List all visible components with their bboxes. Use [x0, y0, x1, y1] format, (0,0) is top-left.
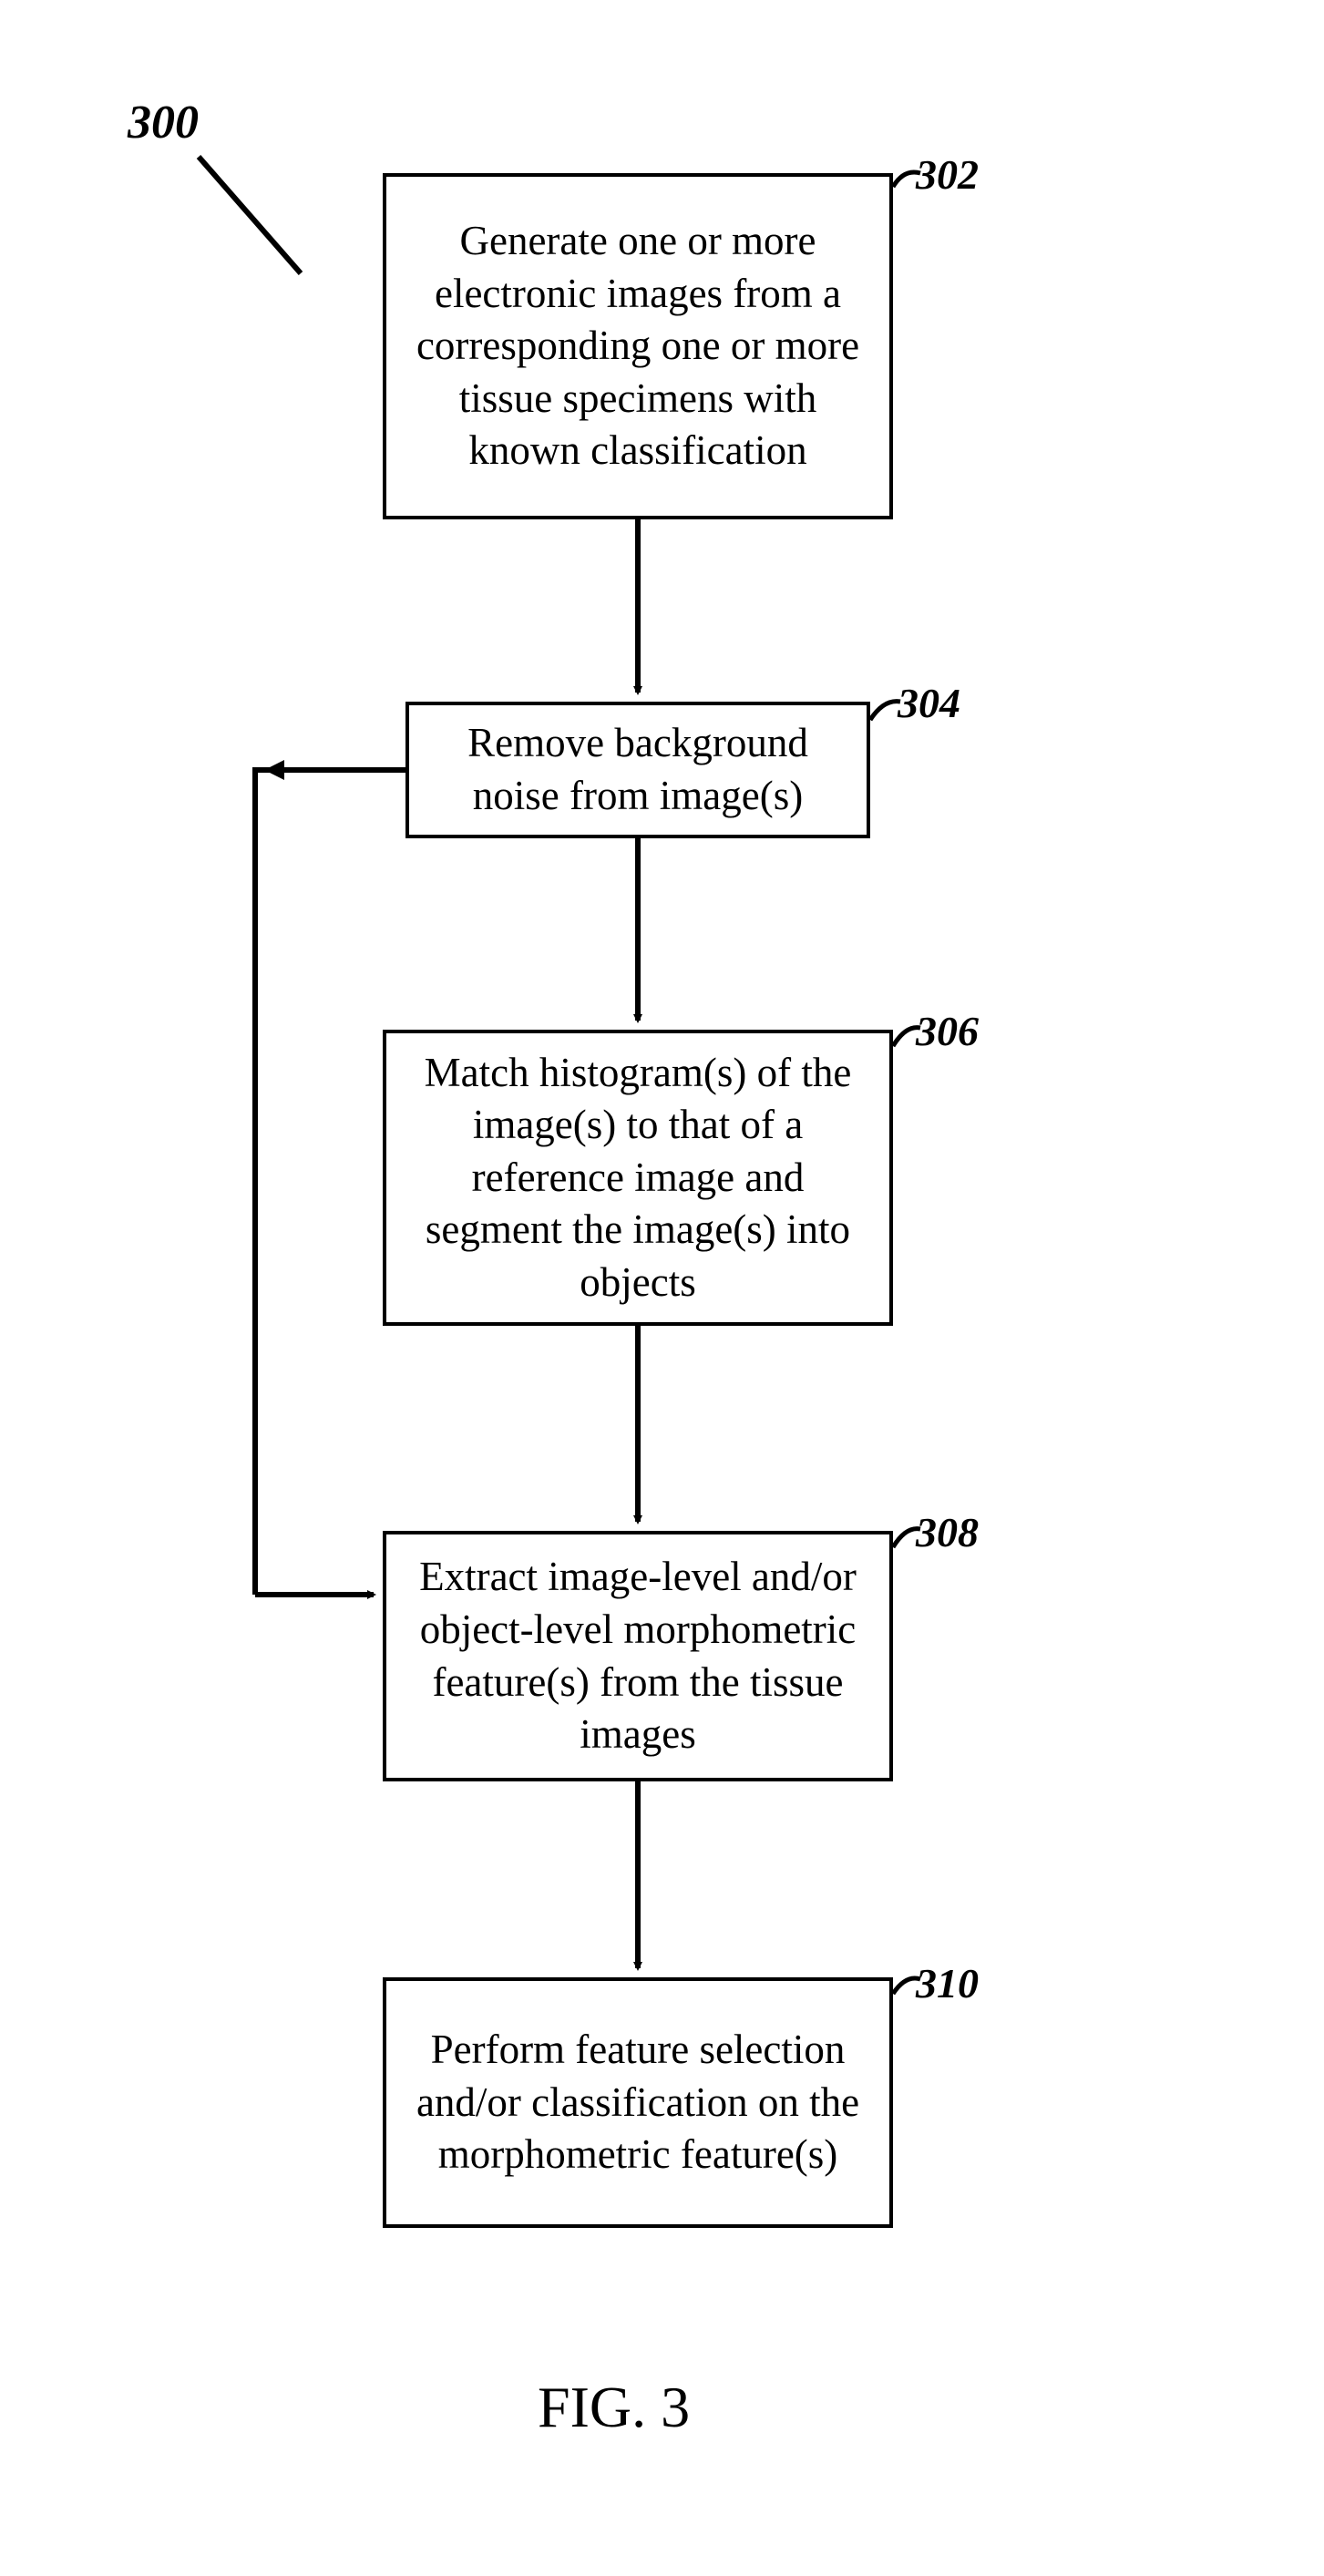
step-text: Remove background noise from image(s)	[429, 717, 847, 822]
step-ref-304: 304	[898, 679, 960, 727]
step-ref-310: 310	[916, 1959, 979, 2007]
flowchart-ref-number: 300	[128, 96, 199, 149]
step-box-310: Perform feature selection and/or classif…	[383, 1977, 893, 2228]
step-box-302: Generate one or more electronic images f…	[383, 173, 893, 519]
step-ref-308: 308	[916, 1508, 979, 1556]
step-box-308: Extract image-level and/or object-level …	[383, 1531, 893, 1781]
step-text: Extract image-level and/or object-level …	[406, 1551, 869, 1760]
figure-caption: FIG. 3	[538, 2374, 690, 2441]
step-text: Perform feature selection and/or classif…	[406, 2024, 869, 2181]
step-box-304: Remove background noise from image(s)	[405, 702, 870, 838]
step-text: Match histogram(s) of the image(s) to th…	[406, 1047, 869, 1309]
step-ref-306: 306	[916, 1007, 979, 1055]
step-text: Generate one or more electronic images f…	[406, 215, 869, 477]
step-ref-302: 302	[916, 150, 979, 199]
step-box-306: Match histogram(s) of the image(s) to th…	[383, 1030, 893, 1326]
